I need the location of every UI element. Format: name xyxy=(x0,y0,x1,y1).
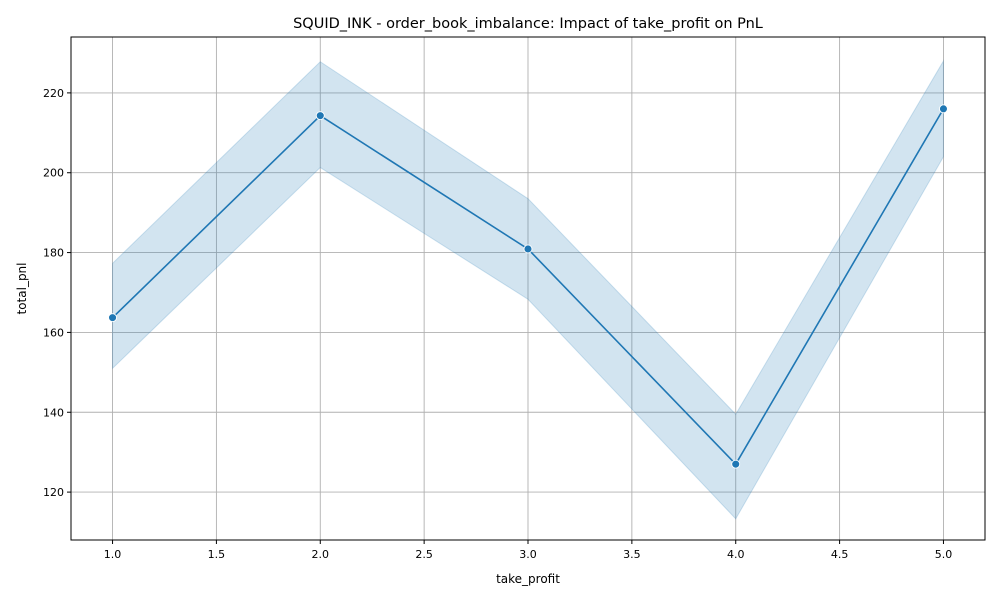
x-tick-label: 5.0 xyxy=(935,548,953,561)
y-tick-label: 120 xyxy=(43,486,64,499)
y-tick-label: 220 xyxy=(43,87,64,100)
data-point xyxy=(939,104,948,114)
data-point xyxy=(523,244,533,254)
chart-title: SQUID_INK - order_book_imbalance: Impact… xyxy=(293,16,763,32)
x-tick-label: 1.5 xyxy=(208,548,226,561)
x-axis-ticks: 1.0 1.5 2.0 2.5 3.0 3.5 4.0 4.5 5.0 xyxy=(104,540,952,561)
confidence-band xyxy=(112,59,944,520)
y-tick-label: 200 xyxy=(43,167,64,180)
confidence-band-layer xyxy=(112,59,944,520)
x-tick-label: 2.0 xyxy=(312,548,330,561)
x-tick-label: 4.5 xyxy=(831,548,849,561)
data-point xyxy=(315,111,325,121)
x-tick-label: 4.0 xyxy=(727,548,745,561)
data-point xyxy=(731,459,741,469)
x-tick-label: 3.0 xyxy=(519,548,537,561)
x-tick-label: 3.5 xyxy=(623,548,641,561)
y-tick-label: 140 xyxy=(43,406,64,419)
data-point xyxy=(108,313,117,323)
data-point-layer xyxy=(108,104,948,469)
x-tick-label: 2.5 xyxy=(415,548,433,561)
y-axis-ticks: 120 140 160 180 200 220 xyxy=(43,87,71,499)
x-axis-label: take_profit xyxy=(496,572,560,586)
x-tick-label: 1.0 xyxy=(104,548,122,561)
y-axis-label: total_pnl xyxy=(15,263,29,315)
y-tick-label: 180 xyxy=(43,247,64,260)
y-tick-label: 160 xyxy=(43,326,64,339)
